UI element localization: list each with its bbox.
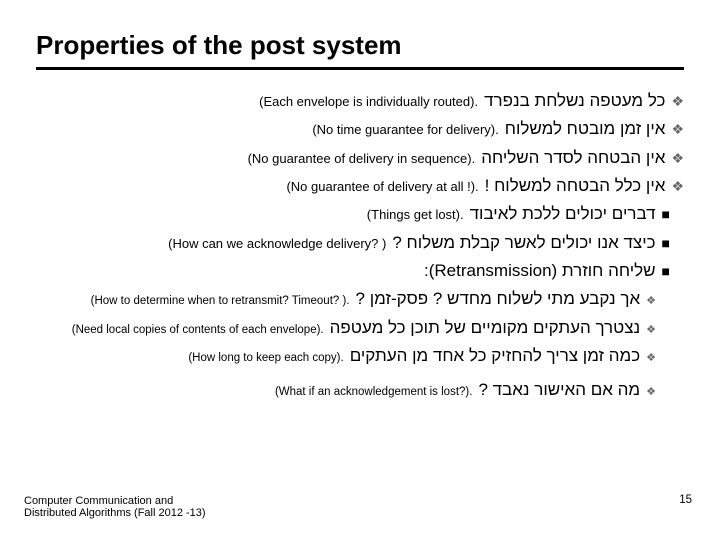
diamond-bullet-icon: ❖	[671, 148, 684, 170]
list-item: ❖ נצטרך העתקים מקומיים של תוכן כל מעטפה (N…	[36, 315, 684, 341]
english-annotation: (Things get lost).	[367, 205, 464, 225]
square-bullet-icon: ■	[662, 204, 670, 226]
diamond-bullet-icon: ❖	[671, 91, 684, 113]
hebrew-text: כיצד אנו יכולים לאשר קבלת משלוח ?	[392, 230, 655, 256]
hebrew-text: כל מעטפה נשלחת בנפרד	[484, 88, 665, 114]
list-item: ❖ כל מעטפה נשלחת בנפרד (Each envelope is i…	[36, 88, 684, 114]
list-item: ■ שליחה חוזרת (Retransmission):	[36, 258, 684, 284]
footer-page-number: 15	[679, 494, 692, 506]
english-annotation: (Need local copies of contents of each e…	[72, 322, 324, 340]
list-item: ❖ מה אם האישור נאבד ? (What if an acknowle…	[36, 377, 684, 403]
hebrew-text: כמה זמן צריך להחזיק כל אחד מן העתקים	[350, 343, 640, 369]
hebrew-text: אין זמן מובטח למשלוח	[505, 116, 666, 142]
hebrew-text: אך נקבע מתי לשלוח מחדש ? פסק-זמן ?	[356, 286, 641, 312]
english-annotation: (How to determine when to retransmit? Ti…	[91, 293, 350, 311]
list-item: ❖אין כלל הבטחה למשלוח ! (No guarantee of …	[36, 173, 684, 199]
list-item: ❖אין זמן מובטח למשלוח (No time guarantee …	[36, 116, 684, 142]
english-annotation: (No time guarantee for delivery).	[312, 120, 498, 140]
slide: Properties of the post system ❖ כל מעטפה …	[0, 0, 720, 540]
hebrew-text: אין הבטחה לסדר השליחה	[481, 145, 665, 171]
english-annotation: (What if an acknowledgement is lost?).	[275, 384, 473, 402]
diamond-bullet-icon: ❖	[646, 293, 656, 310]
hebrew-text: שליחה חוזרת (Retransmission):	[424, 258, 656, 284]
hebrew-text: אין כלל הבטחה למשלוח !	[485, 173, 666, 199]
list-item: ■ כיצד אנו יכולים לאשר קבלת משלוח ? (How c…	[36, 230, 684, 256]
hebrew-text: מה אם האישור נאבד ?	[478, 377, 640, 403]
english-annotation: (How long to keep each copy).	[188, 350, 343, 368]
diamond-bullet-icon: ❖	[671, 119, 684, 141]
english-annotation: (No guarantee of delivery in sequence).	[248, 149, 476, 169]
square-bullet-icon: ■	[662, 233, 670, 255]
diamond-bullet-icon: ❖	[646, 384, 656, 401]
english-annotation: (How can we acknowledge delivery? )	[168, 234, 386, 254]
english-annotation: (No guarantee of delivery at all !).	[286, 177, 478, 197]
list-item: ❖ כמה זמן צריך להחזיק כל אחד מן העתקים (Ho…	[36, 343, 684, 369]
list-item: ❖ אך נקבע מתי לשלוח מחדש ? פסק-זמן ? (How …	[36, 286, 684, 312]
square-bullet-icon: ■	[662, 261, 670, 283]
diamond-bullet-icon: ❖	[671, 176, 684, 198]
hebrew-text: נצטרך העתקים מקומיים של תוכן כל מעטפה	[330, 315, 641, 341]
list-item: ■ דברים יכולים ללכת לאיבוד (Things get los…	[36, 201, 684, 227]
page-title: Properties of the post system	[36, 30, 684, 70]
content-area: ❖ כל מעטפה נשלחת בנפרד (Each envelope is i…	[36, 88, 684, 404]
english-annotation: (Each envelope is individually routed).	[259, 92, 478, 112]
footer-course: Computer Communication and Distributed A…	[24, 495, 224, 520]
list-item: ❖ אין הבטחה לסדר השליחה(No guarantee of d…	[36, 145, 684, 171]
diamond-bullet-icon: ❖	[646, 322, 656, 339]
hebrew-text: דברים יכולים ללכת לאיבוד	[470, 201, 656, 227]
diamond-bullet-icon: ❖	[646, 350, 656, 367]
